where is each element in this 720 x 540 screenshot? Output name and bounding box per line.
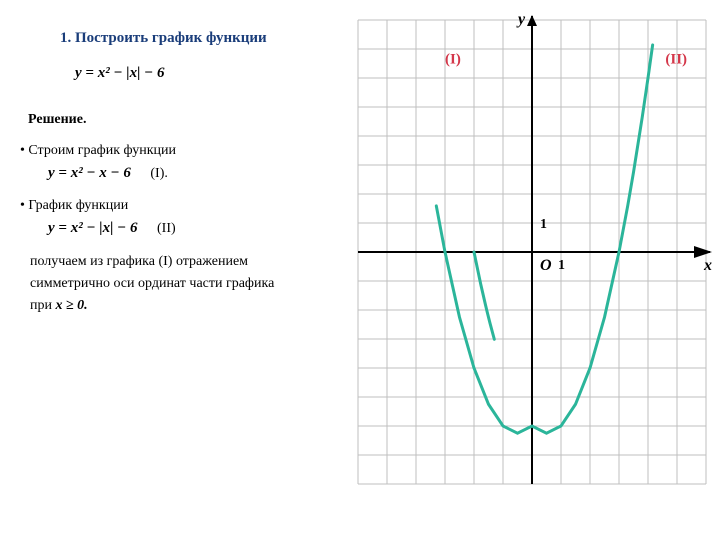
- step2-num: (II): [157, 221, 176, 237]
- step2-text: • График функции: [20, 198, 128, 213]
- function-graph: yxO11(I)(II): [355, 10, 715, 540]
- step1-text: • Строим график функции: [20, 143, 176, 158]
- svg-text:(II): (II): [665, 52, 687, 68]
- svg-text:y: y: [516, 11, 526, 28]
- step-2: • График функции y = x² − |x| − 6 (II): [20, 198, 350, 243]
- svg-text:(I): (I): [445, 52, 461, 68]
- para3-cond: x ≥ 0.: [55, 298, 87, 313]
- step2-formula: y = x² − |x| − 6: [48, 220, 138, 237]
- svg-text:1: 1: [558, 258, 565, 273]
- step-1: • Строим график функции y = x² − x − 6 (…: [20, 143, 350, 188]
- solution-label: Решение.: [28, 112, 350, 128]
- step1-formula: y = x² − x − 6: [48, 165, 131, 182]
- para3-prefix: при: [30, 298, 55, 313]
- problem-title: 1. Построить график функции: [60, 30, 350, 47]
- para-line3: при x ≥ 0.: [30, 297, 350, 315]
- para-line1: получаем из графика (I) отражением: [30, 253, 350, 271]
- para-line2: симметрично оси ординат части графика: [30, 275, 350, 293]
- svg-text:O: O: [540, 257, 552, 274]
- step1-num: (I).: [150, 166, 168, 182]
- left-column: 1. Построить график функции y = x² − |x|…: [20, 30, 350, 316]
- svg-text:1: 1: [540, 217, 547, 232]
- main-formula: y = x² − |x| − 6: [75, 65, 350, 82]
- svg-text:x: x: [703, 257, 712, 274]
